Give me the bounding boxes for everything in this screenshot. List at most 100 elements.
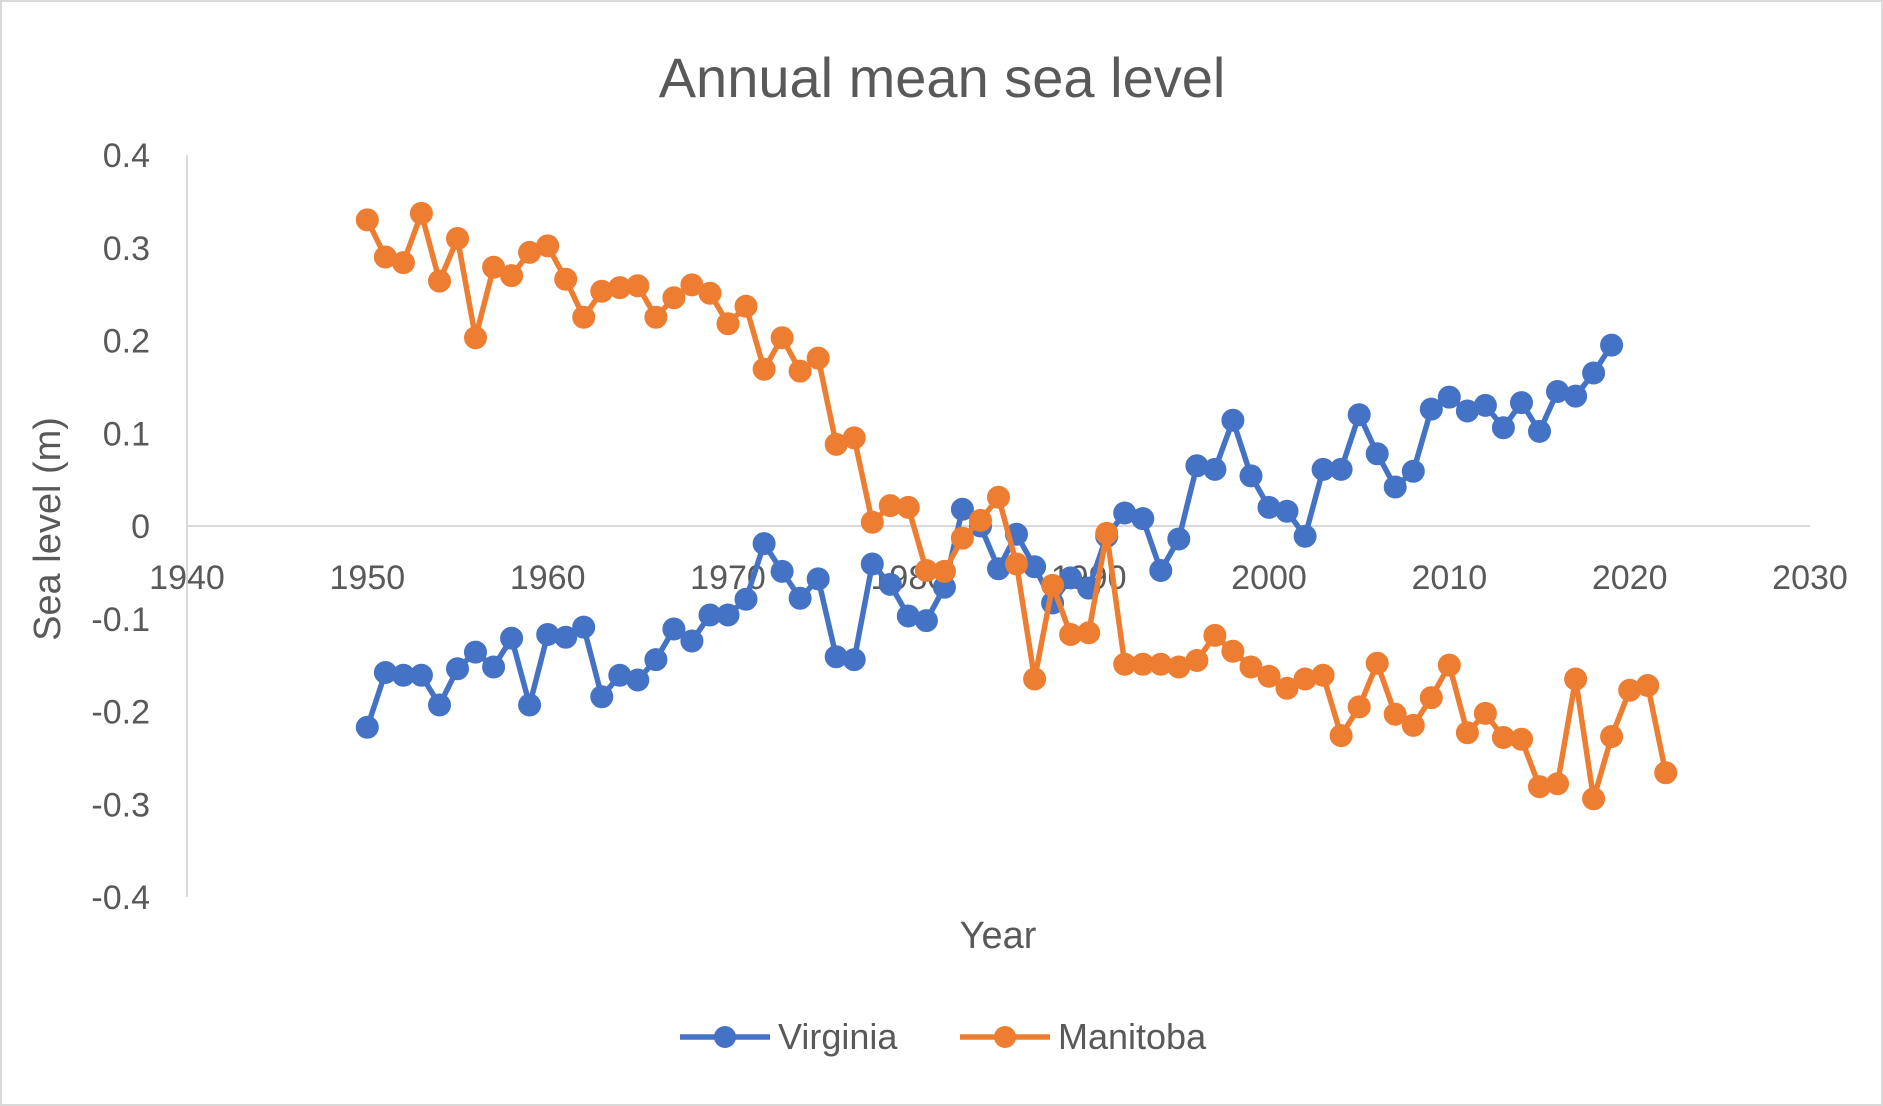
data-point [987,485,1010,509]
data-point [896,495,920,519]
data-point [1654,761,1678,785]
data-point [482,655,506,679]
data-point [1636,674,1660,697]
data-point [1293,524,1317,548]
data-point [500,626,524,650]
x-tick-label: 1940 [149,559,225,597]
data-point [734,587,758,611]
data-point [1491,416,1515,440]
data-point [1564,667,1588,691]
data-point [1149,559,1173,582]
data-point [860,510,884,534]
data-point [1437,653,1461,677]
data-point [1600,333,1624,357]
y-tick-label: -0.4 [91,879,150,917]
data-point [536,234,560,258]
data-point [842,426,866,450]
data-point [662,617,686,641]
y-tick-label: -0.2 [91,694,150,732]
data-point [914,609,938,633]
data-point [752,357,776,381]
y-tick-label: -0.1 [91,601,150,639]
data-point [1564,384,1588,408]
axes: 0.4 0.3 0.2 0.1 0 -0.1 -0.2 -0.3 -0.4 1940 1950 196… [91,137,1847,917]
data-point [806,567,830,591]
data-point [409,663,433,687]
legend-label: Manitoba [1058,1016,1207,1057]
data-point [1329,457,1353,481]
data-point [1095,521,1119,545]
data-point [1582,787,1606,811]
data-point [1437,385,1461,409]
legend: Virginia Manitoba [680,1016,1207,1057]
data-point [932,559,956,583]
data-point [572,305,596,329]
legend-item-manitoba: Manitoba [960,1016,1207,1057]
data-point [409,201,433,225]
data-point [1528,419,1551,443]
data-point [464,326,487,350]
data-point [806,346,830,370]
data-point [1077,621,1101,645]
data-point [1510,727,1533,751]
data-point [1347,403,1371,427]
data-point [464,640,487,664]
x-tick-label: 2020 [1592,559,1668,597]
data-point [1510,391,1533,415]
data-point [950,526,974,550]
x-axis-title: Year [960,915,1037,957]
legend-item-virginia: Virginia [680,1016,898,1057]
data-point [878,572,902,596]
y-tick-label: 0.2 [103,323,150,361]
x-tick-label: 2000 [1231,559,1307,597]
data-point [1239,655,1263,679]
data-point [1203,623,1227,647]
data-point [734,294,758,318]
x-tick-label: 1950 [330,559,406,597]
data-point [1347,695,1371,719]
data-point [1600,725,1624,748]
data-point [554,625,578,649]
data-point [1257,664,1281,688]
data-point [752,532,776,556]
data-point [1401,713,1425,737]
data-point [355,715,379,739]
data-point [1419,397,1443,421]
data-point [626,668,650,692]
data-point [1365,442,1389,466]
data-point [554,267,578,291]
data-point [644,648,668,672]
x-tick-label: 2030 [1772,559,1848,597]
x-tick-label: 2010 [1412,559,1488,597]
data-point [446,657,469,681]
data-point [1239,464,1263,488]
data-point [716,312,740,336]
data-point [1473,393,1497,417]
data-point [1311,663,1335,687]
data-point [969,508,992,532]
data-point [1023,667,1047,691]
data-point [446,227,469,250]
data-point [1383,702,1407,726]
series-virginia [355,333,1624,739]
series-layer [355,201,1678,811]
x-tick-label: 1960 [510,559,586,597]
legend-marker [994,1026,1016,1048]
data-point [1275,676,1299,700]
data-point [1419,686,1443,710]
data-point [1041,573,1065,597]
data-point [500,264,524,288]
y-tick-label: 0 [131,508,150,546]
data-point [1131,507,1155,531]
data-point [1203,457,1227,481]
data-point [788,586,812,610]
data-point [1582,361,1606,385]
data-point [1185,649,1209,672]
legend-marker [714,1026,736,1048]
data-point [950,497,974,521]
series-line [364,210,1669,802]
data-point [626,274,650,298]
data-point [770,326,794,350]
data-point [698,281,722,305]
